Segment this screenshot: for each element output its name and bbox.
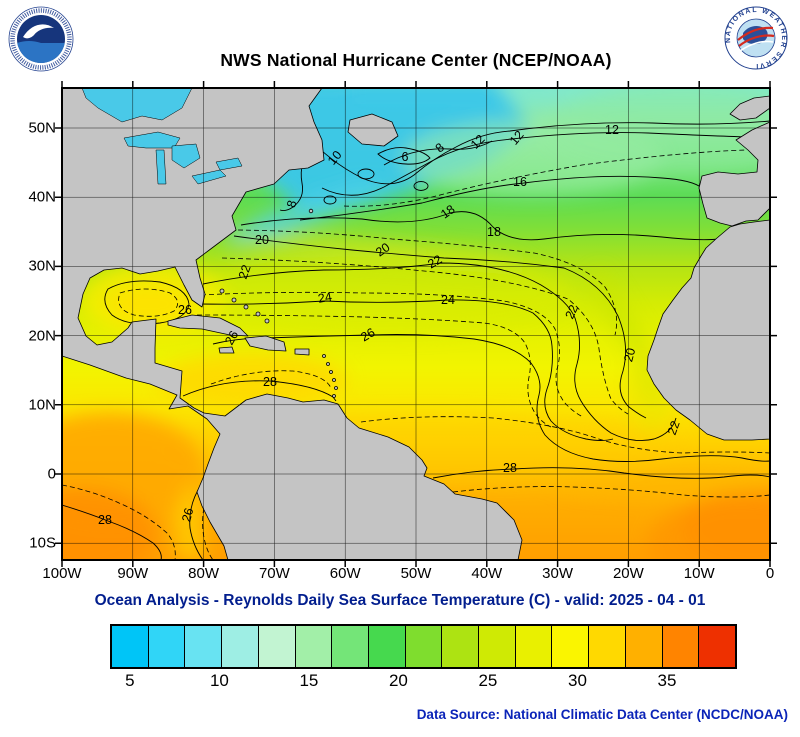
land-newfoundland (347, 113, 399, 147)
y-axis-label: 40N (28, 188, 56, 206)
data-source-note: Data Source: National Climatic Data Cent… (416, 707, 788, 722)
colorbar-cell (185, 626, 223, 667)
x-axis-label: 0 (765, 565, 775, 582)
land-france-iberia (698, 121, 770, 227)
colorbar-tick-label: 35 (657, 671, 677, 690)
colorbar-cell (368, 626, 406, 667)
x-axis-label: 60W (329, 565, 361, 582)
x-axis-label: 30W (542, 565, 574, 582)
colorbar-cell (515, 626, 553, 667)
noaa-logo-graphic (8, 6, 74, 72)
x-axis-label: 20W (612, 565, 644, 582)
colorbar-tick-label: 30 (567, 671, 587, 690)
nws-logo-graphic: NATIONAL WEATHER SERVICE (721, 1, 788, 70)
x-axis-label: 40W (471, 565, 503, 582)
colorbar-tick-label: 25 (478, 671, 498, 690)
lake-michigan (155, 149, 167, 185)
colorbar-tick-label: 20 (388, 671, 408, 690)
y-axis-label: 50N (28, 119, 56, 137)
y-axis-label: 30N (28, 257, 56, 275)
y-axis-label: 10N (28, 396, 56, 414)
colorbar-ticks: 5 10 15 20 25 30 35 (112, 671, 735, 695)
noaa-sea (17, 43, 65, 63)
colorbar-cell (625, 626, 663, 667)
colorbar-cell (479, 626, 516, 667)
map-frame (61, 87, 771, 561)
sst-map (55, 81, 777, 567)
land-americas (62, 88, 523, 560)
lakes (81, 88, 243, 185)
colorbar-cell (258, 626, 296, 667)
page-title: NWS National Hurricane Center (NCEP/NOAA… (220, 50, 612, 70)
caption: Ocean Analysis - Reynolds Daily Sea Surf… (94, 592, 706, 609)
lake-erie (191, 169, 227, 185)
land-britain (729, 95, 770, 121)
contour-lines (62, 120, 770, 560)
colorbar-cell (552, 626, 590, 667)
x-axis-label: 70W (258, 565, 290, 582)
noaa-ring-microtext (10, 8, 72, 70)
colorbar-cell (405, 626, 443, 667)
grid-lines (62, 88, 770, 560)
contour-lines-dashed (62, 149, 770, 560)
colorbar-cell (112, 626, 149, 667)
land-africa (646, 219, 770, 441)
x-axis-label: 10W (683, 565, 715, 582)
colorbar-cell (332, 626, 369, 667)
colorbar-cell (148, 626, 186, 667)
noaa-gull-icon (23, 24, 54, 39)
y-axis-label: 0 (47, 465, 56, 483)
colorbar-cell (589, 626, 626, 667)
land-puerto-rico (294, 348, 310, 356)
colorbar-cell (442, 626, 480, 667)
colorbar-cell (222, 626, 259, 667)
colorbar-tick-label: 5 (125, 671, 135, 690)
hudson-bay (81, 88, 193, 123)
nws-red-swoosh-icon (738, 34, 775, 47)
x-axis-label: 100W (42, 565, 82, 582)
x-axis-label: 50W (400, 565, 432, 582)
colorbar-tick-label: 10 (209, 671, 229, 690)
axis-ticks (55, 81, 777, 567)
x-axis-label: 90W (117, 565, 149, 582)
colorbar-cell (662, 626, 700, 667)
land-hispaniola (244, 335, 287, 352)
land (62, 88, 770, 560)
nws-logo: NATIONAL WEATHER SERVICE (721, 1, 788, 70)
colorbar-tick-label: 15 (299, 671, 319, 690)
lake-huron (171, 143, 201, 169)
lake-ontario (215, 157, 243, 171)
colorbar-cell (295, 626, 333, 667)
colorbar-cell (699, 626, 735, 667)
x-axis-label: 80W (188, 565, 220, 582)
y-axis-label: 20N (28, 327, 56, 345)
sst-map-svg (55, 81, 777, 567)
noaa-logo (8, 6, 74, 72)
colorbar-cells (110, 624, 737, 669)
y-axis-label: 10S (29, 534, 56, 552)
land-jamaica (218, 346, 235, 354)
